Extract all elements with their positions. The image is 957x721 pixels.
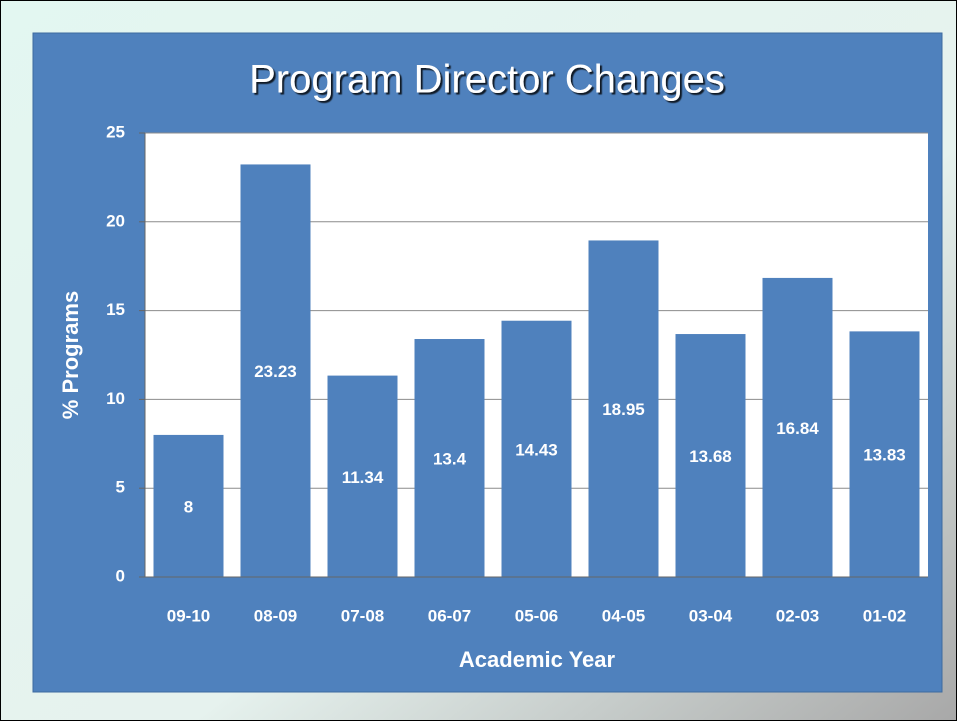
x-tick-label: 01-02 [863,606,906,625]
y-tick-label: 10 [106,389,125,408]
bar [501,320,572,577]
data-label: 14.43 [515,440,558,459]
data-label: 13.83 [863,446,906,465]
bar [327,375,398,577]
x-tick-label: 02-03 [776,606,819,625]
bar [849,331,920,577]
bar [762,277,833,577]
x-tick-label: 03-04 [689,606,733,625]
x-tick-label: 08-09 [254,606,297,625]
data-label: 23.23 [254,362,297,381]
x-tick-label: 07-08 [341,606,384,625]
data-label: 13.4 [433,449,467,468]
bar [240,164,311,578]
y-tick-label: 20 [106,211,125,230]
x-tick-label: 05-06 [515,606,558,625]
x-tick-label: 04-05 [602,606,645,625]
bar [414,339,485,577]
x-tick-label: 06-07 [428,606,471,625]
y-tick-label: 25 [106,122,125,141]
y-tick-label: 5 [116,478,125,497]
bar [588,240,659,577]
bar [153,434,224,577]
y-axis-title: % Programs [58,291,83,419]
data-label: 11.34 [342,468,384,487]
y-tick-label: 0 [116,566,125,585]
chart-title: Program Director Changes [249,58,725,102]
x-tick-label: 09-10 [167,606,210,625]
y-tick-label: 15 [106,300,125,319]
data-label: 18.95 [602,400,645,419]
data-label: 13.68 [689,447,732,466]
bar [675,334,746,577]
data-label: 16.84 [776,419,819,438]
x-axis-title: Academic Year [459,647,616,672]
data-label: 8 [184,497,193,516]
